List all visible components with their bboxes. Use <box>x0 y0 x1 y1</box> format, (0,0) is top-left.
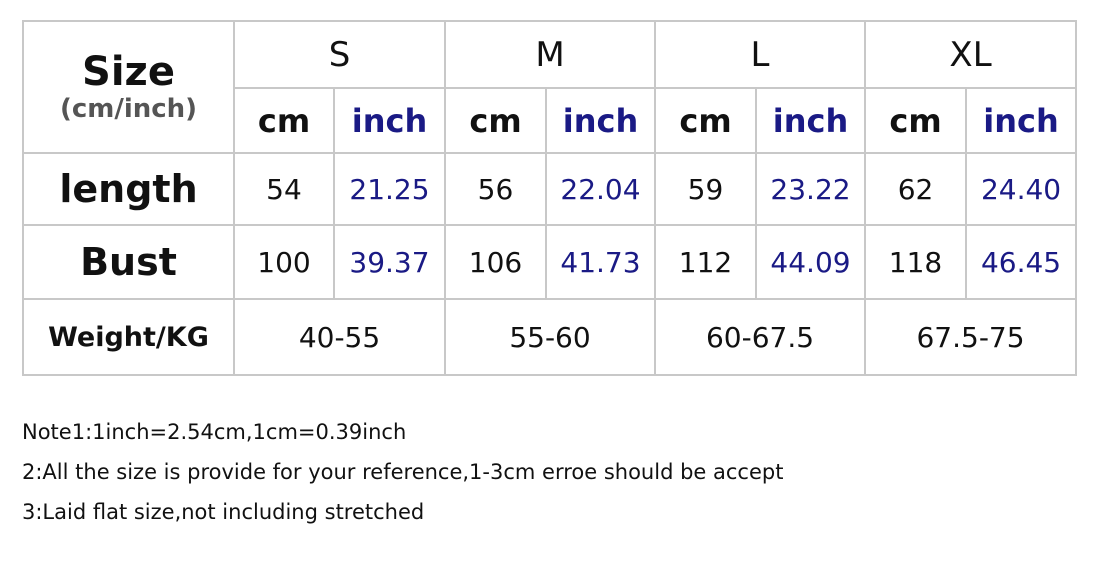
weight-xl: 67.5-75 <box>864 298 1078 376</box>
length-xl-cm: 62 <box>864 152 968 226</box>
length-l-cm: 59 <box>654 152 757 226</box>
length-xl-inch: 24.40 <box>965 152 1078 226</box>
unit-cm: cm <box>233 87 335 154</box>
bust-l-inch: 44.09 <box>754 224 867 300</box>
bust-m-inch: 41.73 <box>545 224 656 300</box>
weight-row: Weight/KG 40-55 55-60 60-67.5 67.5-75 <box>22 298 1078 376</box>
bust-s-cm: 100 <box>233 224 335 300</box>
note-3: 3:Laid flat size,not including stretched <box>22 500 425 524</box>
note-2: 2:All the size is provide for your refer… <box>22 460 784 484</box>
size-chart-table: Size (cm/inch) S M L XL cm inch cm inch … <box>22 20 1078 376</box>
bust-l-cm: 112 <box>654 224 757 300</box>
unit-inch: inch <box>545 87 656 154</box>
unit-cm: cm <box>444 87 547 154</box>
unit-header-row: cm inch cm inch cm inch cm inch <box>23 87 1078 154</box>
size-m-header: M <box>444 20 656 89</box>
length-m-cm: 56 <box>444 152 547 226</box>
bust-m-cm: 106 <box>444 224 547 300</box>
size-unit-subtitle: (cm/inch) <box>59 94 198 124</box>
unit-cm: cm <box>654 87 757 154</box>
weight-m: 55-60 <box>444 298 656 376</box>
row-label-bust: Bust <box>22 224 235 300</box>
weight-s: 40-55 <box>233 298 446 376</box>
size-s-header: S <box>233 20 446 89</box>
length-m-inch: 22.04 <box>545 152 656 226</box>
size-header-row: Size (cm/inch) S M L XL <box>22 20 1078 154</box>
size-l-header: L <box>653 20 867 89</box>
bust-row: Bust 100 39.37 106 41.73 112 44.09 118 4… <box>22 224 1078 300</box>
unit-cm: cm <box>864 87 968 154</box>
bust-xl-cm: 118 <box>864 224 968 300</box>
size-corner-cell: Size (cm/inch) <box>22 20 235 154</box>
note-1: Note1:1inch=2.54cm,1cm=0.39inch <box>22 420 407 444</box>
weight-l: 60-67.5 <box>653 298 867 376</box>
length-s-cm: 54 <box>233 152 335 226</box>
size-title: Size <box>82 49 175 95</box>
unit-inch: inch <box>333 87 446 154</box>
bust-xl-inch: 46.45 <box>965 224 1078 300</box>
size-xl-header: XL <box>864 20 1078 89</box>
length-s-inch: 21.25 <box>333 152 446 226</box>
unit-inch: inch <box>965 87 1078 154</box>
bust-s-inch: 39.37 <box>333 224 446 300</box>
length-l-inch: 23.22 <box>754 152 867 226</box>
row-label-length: length <box>22 152 235 226</box>
notes-section: Note1:1inch=2.54cm,1cm=0.39inch 2:All th… <box>22 418 783 538</box>
unit-inch: inch <box>754 87 867 154</box>
row-label-weight: Weight/KG <box>22 298 235 376</box>
length-row: length 54 21.25 56 22.04 59 23.22 62 24.… <box>22 152 1078 226</box>
